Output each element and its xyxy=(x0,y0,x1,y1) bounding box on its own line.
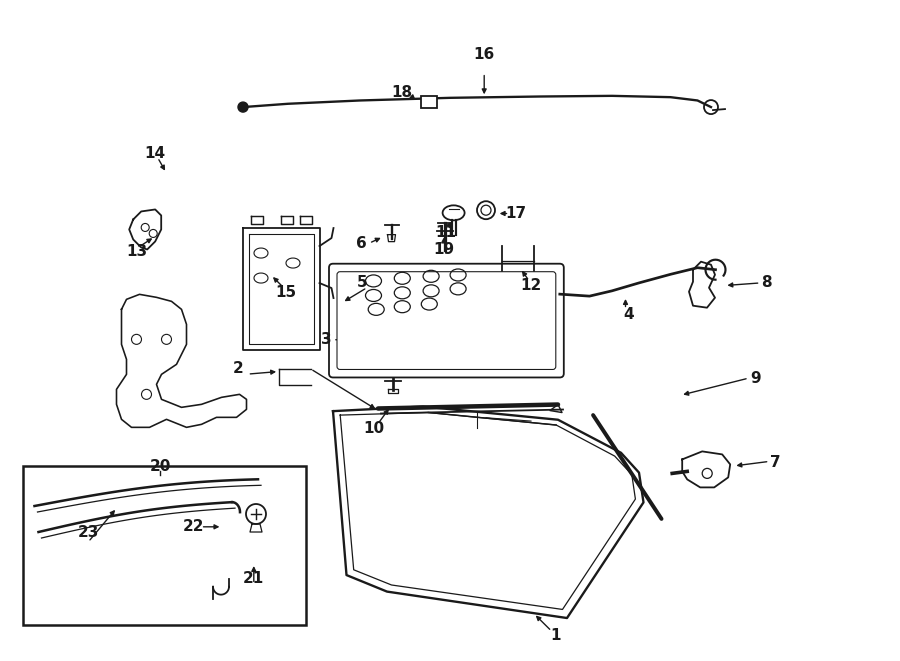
FancyBboxPatch shape xyxy=(329,264,563,377)
Text: 15: 15 xyxy=(275,285,297,299)
Text: 4: 4 xyxy=(623,307,634,322)
Text: 14: 14 xyxy=(144,146,166,161)
Text: 12: 12 xyxy=(520,278,542,293)
Text: 3: 3 xyxy=(321,332,332,347)
Text: 19: 19 xyxy=(433,243,454,257)
Text: 22: 22 xyxy=(183,520,204,534)
Text: 21: 21 xyxy=(243,571,265,586)
Text: 16: 16 xyxy=(473,47,495,61)
Text: 6: 6 xyxy=(356,236,367,251)
Text: 18: 18 xyxy=(392,85,413,100)
Text: 11: 11 xyxy=(435,225,456,240)
Text: 13: 13 xyxy=(126,244,148,258)
Text: 5: 5 xyxy=(356,275,367,290)
Text: 17: 17 xyxy=(505,206,526,221)
Text: 23: 23 xyxy=(77,525,99,539)
Text: 20: 20 xyxy=(149,459,171,474)
Text: 8: 8 xyxy=(761,276,772,290)
Text: 9: 9 xyxy=(751,371,761,385)
FancyBboxPatch shape xyxy=(337,272,556,369)
Bar xyxy=(22,466,306,625)
Bar xyxy=(421,96,437,108)
Text: 10: 10 xyxy=(363,421,384,436)
Circle shape xyxy=(238,102,248,112)
Text: 7: 7 xyxy=(770,455,781,470)
Text: 1: 1 xyxy=(550,629,561,643)
Text: 2: 2 xyxy=(233,362,244,376)
